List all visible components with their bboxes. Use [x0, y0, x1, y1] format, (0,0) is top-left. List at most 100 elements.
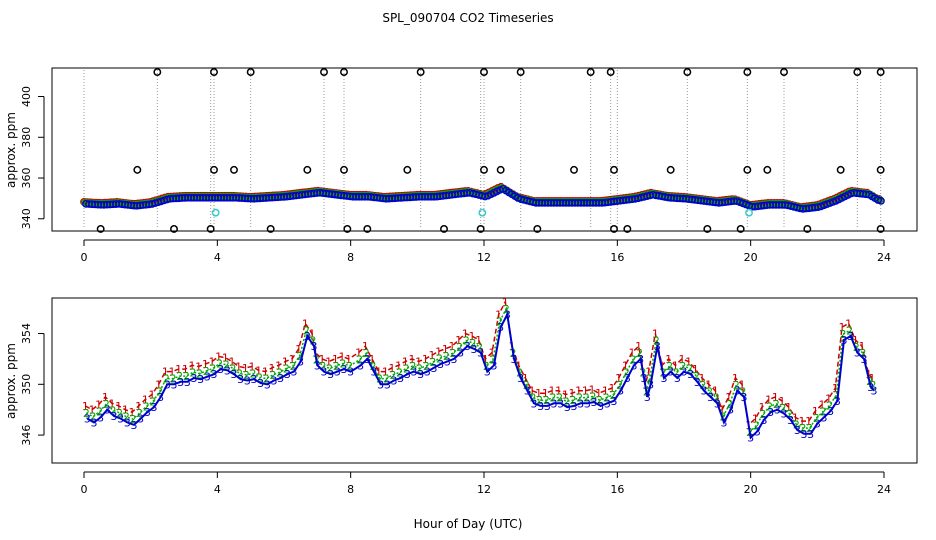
- series-2-marker: 2: [216, 357, 223, 370]
- series-3-marker: 3: [471, 343, 478, 356]
- y-tick-label: 360: [20, 168, 33, 189]
- series-3-marker: 3: [184, 376, 191, 389]
- series-3-marker: 3: [284, 368, 291, 381]
- series-1-marker: 1: [169, 366, 176, 379]
- series-2-marker: 2: [693, 370, 700, 383]
- series-3-marker: 3: [211, 368, 218, 381]
- series-2-marker: 2: [596, 394, 603, 407]
- series-3-marker: 3: [787, 414, 794, 427]
- series-2-marker: 2: [543, 394, 550, 407]
- flagged-point: [623, 225, 632, 233]
- series-1-marker: 1: [295, 343, 302, 356]
- flagged-point: [416, 68, 425, 77]
- series-1-marker: 1: [845, 317, 852, 330]
- series-2-marker: 2: [230, 362, 237, 375]
- series-3-marker: 3: [571, 400, 578, 413]
- series-1-marker: 1: [82, 400, 89, 413]
- series-2-marker: 2: [503, 303, 510, 316]
- series-2-marker: 2: [846, 324, 853, 337]
- series-3-marker: 3: [747, 432, 754, 445]
- top-panel-axes: 0 4 8 12 16 20 24 340 360 380 400: [20, 86, 891, 264]
- series-2-marker: 2: [123, 411, 130, 424]
- series-1-marker: 1: [589, 383, 596, 396]
- flagged-point: [403, 165, 412, 174]
- series-1-marker: 1: [615, 372, 622, 385]
- data-point-series-3: [877, 196, 885, 205]
- series-2-marker: 2: [143, 401, 150, 414]
- series-2-marker: 2: [786, 408, 793, 421]
- series-2-marker: 2: [416, 362, 423, 375]
- series-1-marker: 1: [142, 394, 149, 407]
- series-1-marker: 1: [375, 366, 382, 379]
- series-1-marker: 1: [155, 378, 162, 391]
- series-3-marker: 3: [291, 366, 298, 379]
- series-3-marker: 3: [117, 413, 124, 426]
- series-2-marker: 2: [203, 365, 210, 378]
- x-tick-label: 4: [214, 251, 221, 264]
- series-1-marker: 1: [115, 400, 122, 413]
- x-tick-label: 24: [877, 483, 891, 496]
- series-1-marker: 1: [95, 399, 102, 412]
- series-2-marker: 2: [603, 392, 610, 405]
- series-1-marker: 1: [409, 353, 416, 366]
- y-tick-label: 354: [20, 323, 33, 344]
- x-tick-label: 16: [610, 483, 624, 496]
- series-1-marker: 1: [489, 347, 496, 360]
- series-2-marker: 2: [766, 401, 773, 414]
- series-2-marker: 2: [450, 347, 457, 360]
- series-3-marker: 3: [204, 371, 211, 384]
- series-3-marker: 3: [591, 396, 598, 409]
- series-3-marker: 3: [654, 340, 661, 353]
- series-1-marker: 1: [739, 378, 746, 391]
- series-1-marker: 1: [222, 352, 229, 365]
- series-2-marker: 2: [376, 373, 383, 386]
- series-3-marker: 3: [177, 376, 184, 389]
- series-1-marker: 1: [602, 385, 609, 398]
- series-3-marker: 3: [497, 321, 504, 334]
- series-1-marker: 1: [89, 404, 96, 417]
- series-2-marker: 2: [853, 341, 860, 354]
- series-3-marker: 3: [251, 373, 258, 386]
- series-1-marker: 1: [339, 350, 346, 363]
- series-1-marker: 1: [869, 372, 876, 385]
- series-2-marker: 2: [523, 379, 530, 392]
- series-3-line: [86, 311, 875, 440]
- series-3-marker: 3: [244, 375, 251, 388]
- series-3-marker: 3: [124, 416, 131, 429]
- series-2-marker: 2: [103, 398, 110, 411]
- series-2-marker: 2: [150, 395, 157, 408]
- calibration-point: [478, 208, 487, 217]
- flagged-point: [610, 165, 618, 174]
- flagged-point: [743, 68, 752, 77]
- series-3-marker: 3: [794, 424, 801, 437]
- series-2-marker: 2: [870, 379, 877, 392]
- series-1-marker: 1: [229, 355, 236, 368]
- series-3-marker: 3: [727, 404, 734, 417]
- series-2-marker: 2: [476, 341, 483, 354]
- x-tick-label: 0: [81, 251, 88, 264]
- series-3-marker: 3: [457, 347, 464, 360]
- series-3-marker: 3: [364, 353, 371, 366]
- series-1-marker: 1: [785, 401, 792, 414]
- flagged-point: [343, 225, 352, 233]
- flagged-point: [570, 165, 578, 174]
- flagged-point: [440, 225, 448, 233]
- flagged-point: [210, 165, 218, 174]
- series-1-marker: 1: [772, 391, 779, 404]
- flagged-point: [836, 165, 845, 174]
- series-3-marker: 3: [597, 400, 604, 413]
- series-3-marker: 3: [297, 355, 304, 368]
- series-2-marker: 2: [550, 392, 557, 405]
- series-2-marker: 2: [563, 395, 570, 408]
- series-3-marker: 3: [624, 372, 631, 385]
- series-3-marker: 3: [277, 372, 284, 385]
- top-ylabel: approx. ppm: [4, 112, 18, 188]
- bottom-plot-frame: [51, 297, 918, 464]
- bottom-ylabel: approx. ppm: [4, 343, 18, 419]
- series-3-marker: 3: [631, 359, 638, 372]
- series-1-marker: 1: [162, 366, 169, 379]
- calibration-point: [745, 208, 753, 217]
- series-3-marker: 3: [231, 368, 238, 381]
- series-1-marker: 1: [852, 334, 859, 347]
- series-3-marker: 3: [531, 397, 538, 410]
